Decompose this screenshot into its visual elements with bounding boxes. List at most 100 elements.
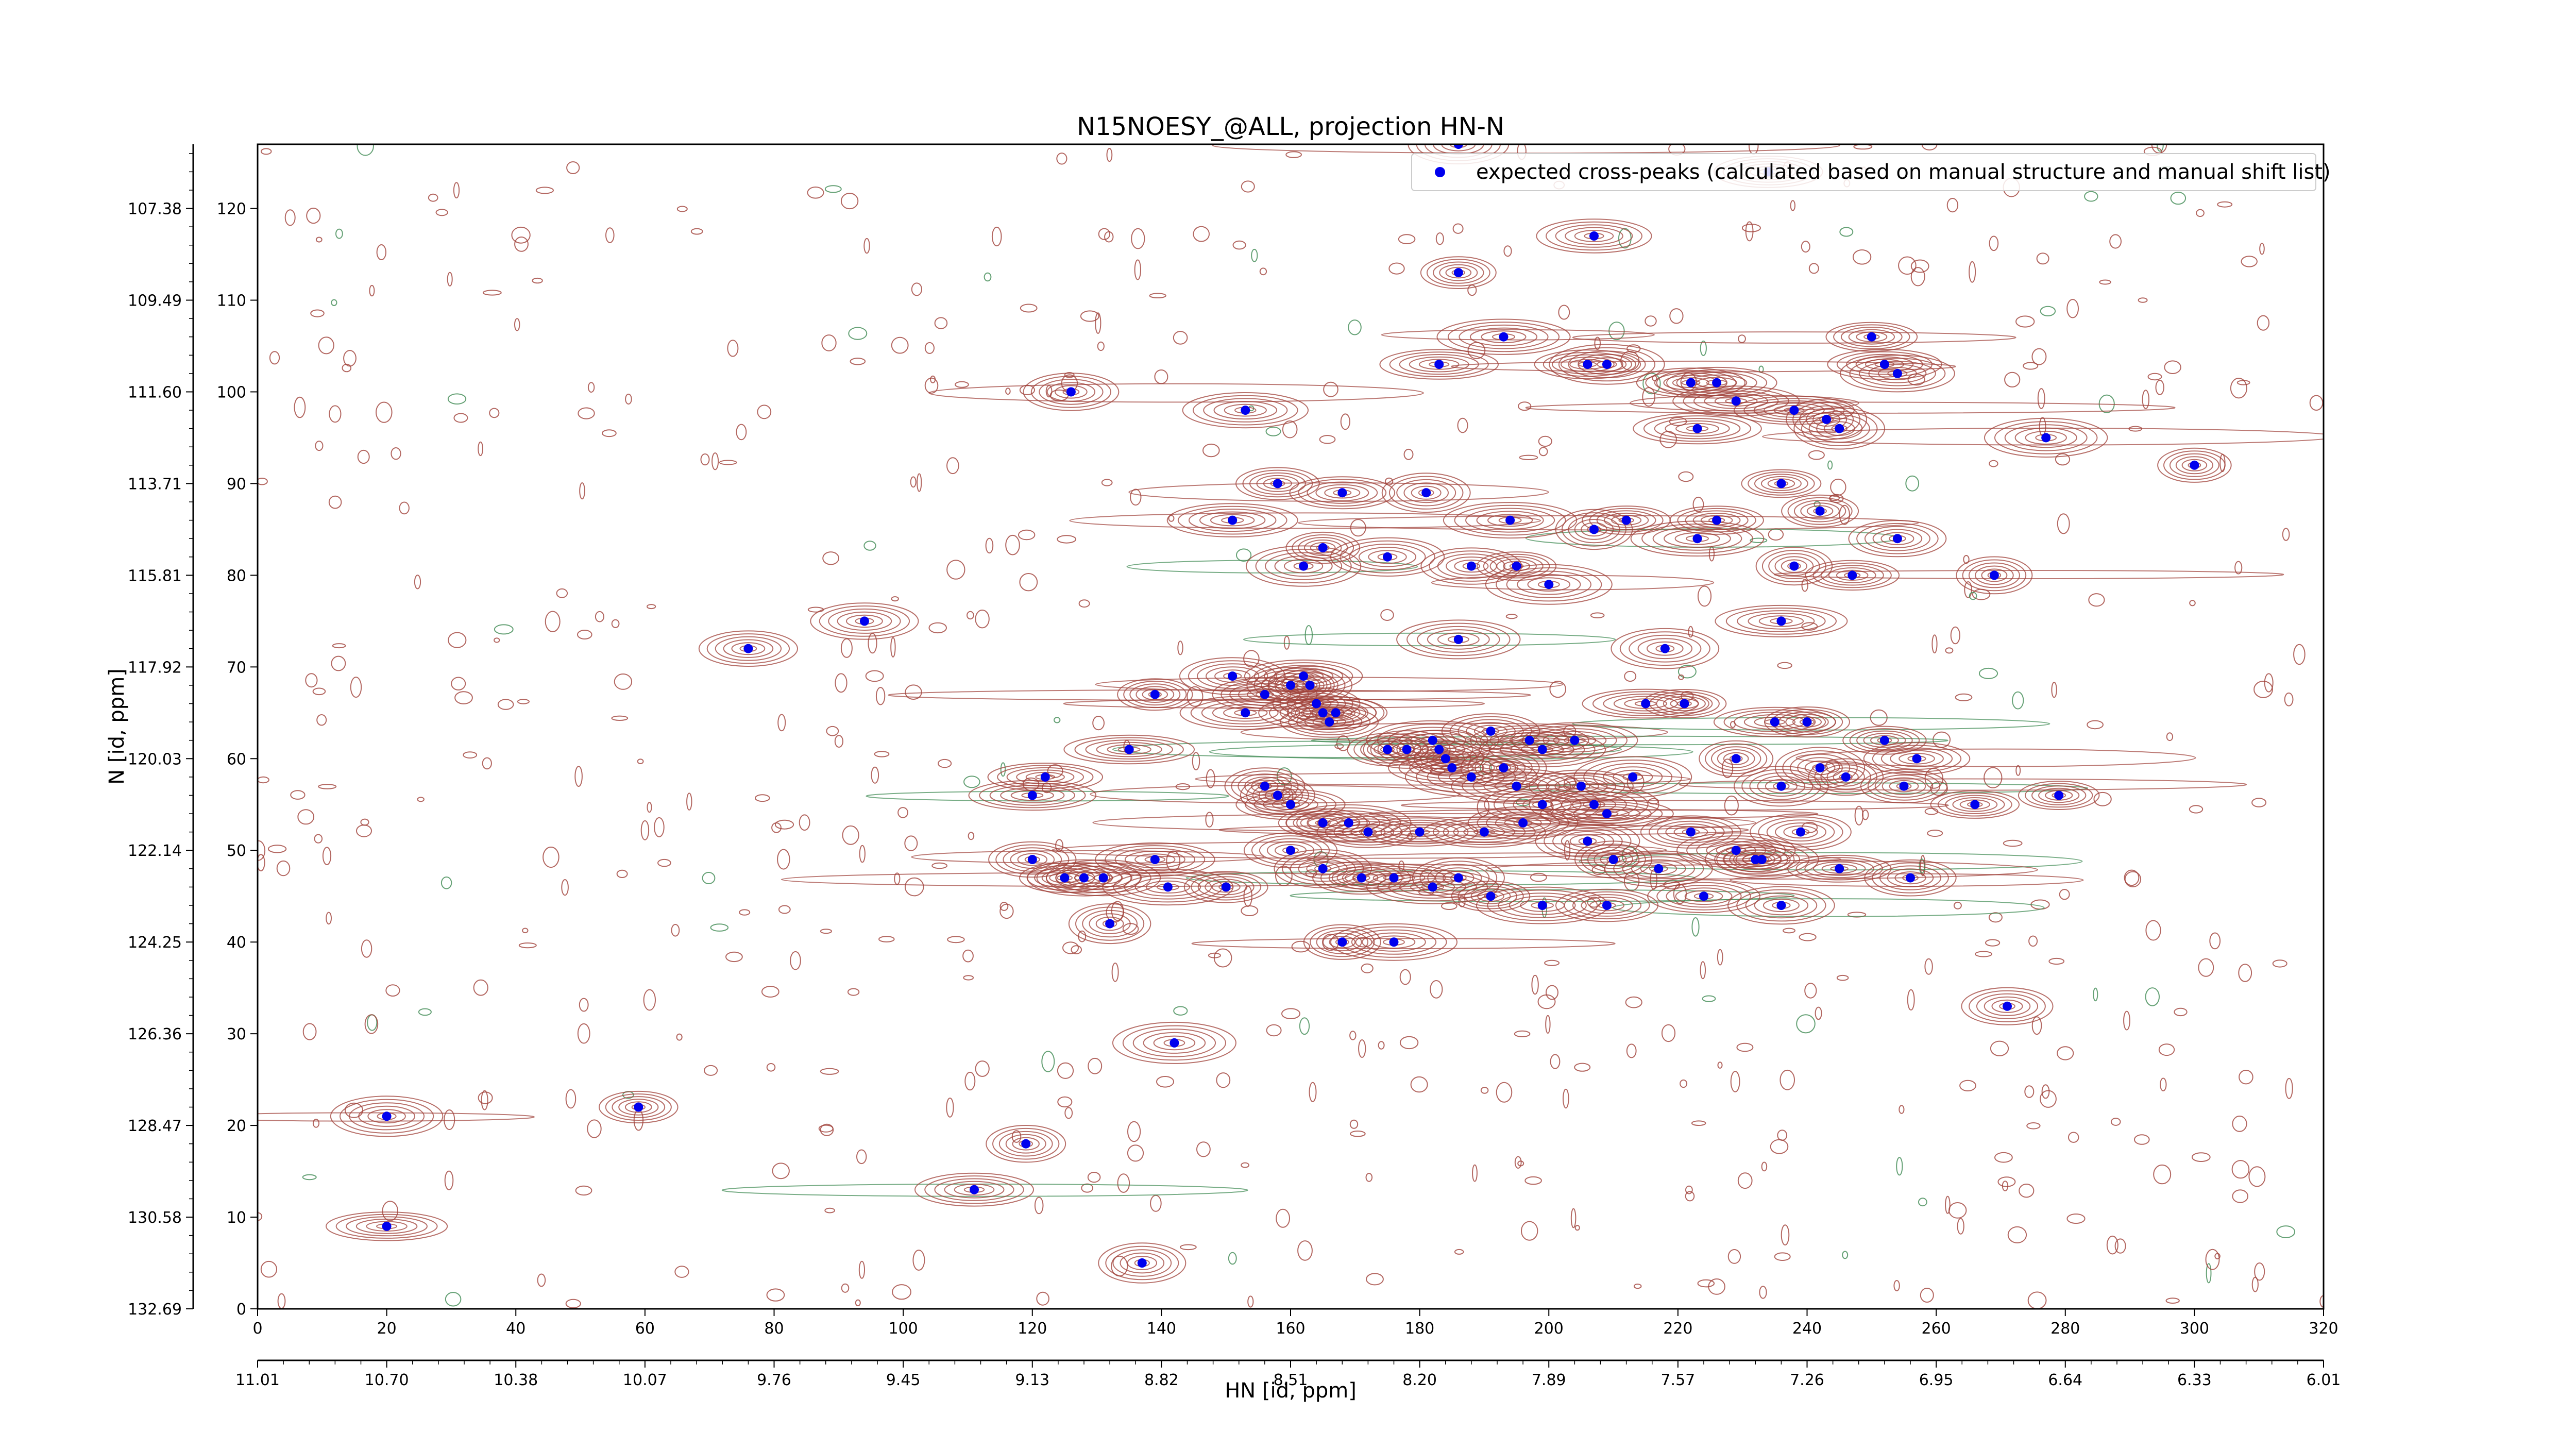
noise-contour [1988, 912, 2003, 923]
noise-contour [602, 429, 617, 437]
noise-contour [657, 858, 671, 867]
noise-contour [2007, 1226, 2027, 1243]
cross-peak-marker [1524, 735, 1534, 745]
noise-contour [1127, 1144, 1144, 1162]
peak-contour [1736, 889, 1826, 922]
noise-contour [1955, 693, 1973, 701]
noise-contour [863, 238, 870, 254]
noise-contour [643, 989, 656, 1011]
cross-peak-marker [1389, 873, 1399, 883]
noise-contour [1950, 626, 1960, 645]
noise-contour [975, 1060, 990, 1077]
noise-contour [312, 1119, 320, 1128]
noise-contour [614, 673, 633, 690]
noise-contour [1905, 475, 1920, 492]
peak-contour [1381, 473, 1471, 513]
y-ppm-tick-label: 128.47 [128, 1117, 182, 1135]
cross-peak-marker [1325, 717, 1334, 727]
noise-contour [1546, 985, 1558, 1000]
cross-peak-marker [1428, 735, 1437, 745]
noise-contour [2189, 805, 2204, 814]
noise-contour [418, 1008, 432, 1016]
peak-contour [1413, 739, 1465, 760]
cross-peak-markers [382, 144, 2199, 1268]
noise-contour [640, 820, 650, 840]
noise-contour [2234, 561, 2243, 575]
cross-peak-marker [1170, 1038, 1179, 1048]
noise-contour [924, 342, 935, 354]
noise-contour [1020, 304, 1038, 313]
noise-contour [1624, 670, 1637, 682]
peak-contour [1263, 796, 1318, 813]
cross-peak-marker [1892, 534, 1902, 544]
noise-contour [1266, 1024, 1282, 1037]
noise-contour [1041, 1051, 1055, 1072]
noise-contour [2230, 378, 2247, 399]
noise-contour [611, 619, 620, 628]
peak-contour [1010, 789, 1054, 801]
peak-contour [992, 1127, 1060, 1160]
peak-contour [1447, 322, 1560, 352]
cross-peak-marker [1066, 387, 1076, 397]
peak-contour [1611, 515, 1642, 526]
noise-contour [637, 759, 644, 764]
cross-peak-marker [1318, 864, 1328, 873]
peak-contour [1619, 631, 1710, 666]
noise-contour [1299, 1017, 1310, 1035]
peak-contour [1647, 879, 1760, 913]
noise-contour [258, 776, 269, 784]
noise-contour [376, 244, 386, 260]
noise-contour [1924, 958, 1933, 975]
cross-peak-marker [1686, 378, 1696, 387]
noise-contour [855, 1299, 861, 1307]
peak-contour [1750, 813, 1852, 851]
peak-contour [1142, 688, 1168, 700]
noise-contour [2259, 243, 2265, 255]
peak-contour [1565, 227, 1623, 245]
noise-contour [1361, 963, 1374, 973]
noise-contour [766, 1288, 785, 1302]
noise-contour [435, 209, 448, 216]
noise-contour [2026, 1122, 2041, 1130]
noise-contour [820, 929, 832, 934]
x-index-tick-label: 260 [1921, 1320, 1951, 1338]
peak-contour [358, 1105, 415, 1127]
cross-peak-marker [1383, 745, 1392, 754]
noise-contour [1101, 479, 1113, 486]
noise-contour [777, 714, 786, 732]
noise-contour [2198, 958, 2214, 977]
cross-peak-marker [1899, 781, 1909, 791]
peak-contour [1068, 903, 1151, 945]
peak-contour [1673, 826, 1708, 838]
noise-contour [1759, 1286, 1767, 1299]
peak-contour [1089, 913, 1131, 934]
peak-contour [1812, 412, 1841, 427]
peak-contour [1320, 864, 1403, 892]
peak-contour [1860, 769, 1948, 804]
noise-contour [1677, 665, 1697, 679]
noise-contour [1777, 662, 1792, 669]
y-index-tick-label: 70 [227, 659, 246, 677]
noise-contour [1530, 872, 1547, 882]
peak-contour [1775, 747, 1866, 789]
cross-peak-marker [1835, 864, 1844, 873]
peak-contour [1245, 545, 1362, 587]
noise-contour [517, 699, 530, 704]
noise-contour [2114, 1238, 2126, 1254]
peak-contour [1685, 510, 1749, 530]
noise-contour [1957, 1218, 1964, 1235]
peak-contour [2031, 785, 2087, 805]
noise-contour [1005, 387, 1011, 395]
noise-contour [1045, 385, 1053, 398]
peak-contour [1283, 670, 1324, 682]
peak-contour [1075, 906, 1145, 941]
noise-contour [2253, 681, 2273, 698]
streak-contour [1579, 852, 2083, 871]
noise-contour [847, 988, 860, 996]
noise-contour [444, 1109, 455, 1130]
peak-contour [1656, 366, 1777, 399]
peak-contour [1757, 776, 1806, 797]
peak-contour [1213, 401, 1278, 420]
noise-contour [2123, 1010, 2130, 1031]
peak-contour [1483, 553, 1550, 579]
